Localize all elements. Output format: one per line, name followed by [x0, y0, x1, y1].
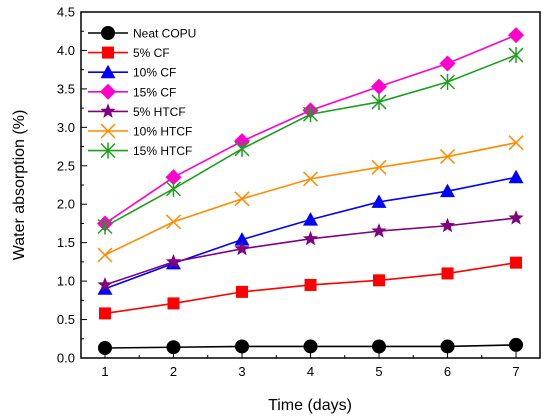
legend-item: 10% CF: [88, 64, 176, 80]
x-tick-label: 3: [238, 364, 245, 379]
data-point: [508, 169, 524, 184]
data-point: [373, 274, 386, 287]
data-point: [371, 93, 387, 110]
data-point: [234, 240, 250, 256]
y-tick-label: 2.5: [57, 158, 75, 173]
legend-item: Neat COPU: [88, 26, 196, 41]
y-axis: 0.0 0.5 1.0 1.5 2.0 2.5 3.0 3.5 4.0 4.5: [57, 5, 87, 366]
data-point: [439, 217, 456, 233]
x-tick-label: 7: [512, 364, 519, 379]
legend: Neat COPU 5% CF 10% CF 15% CF 5% HTCF 10% HTC…: [88, 26, 196, 159]
legend-label: 5% HTCF: [133, 105, 186, 119]
data-point: [439, 55, 456, 72]
y-tick-label: 1.5: [57, 235, 75, 250]
legend-marker: [100, 83, 116, 100]
x-tick-label: 6: [444, 364, 451, 379]
legend-label: 15% HTCF: [133, 144, 192, 158]
data-point: [98, 307, 111, 320]
data-point: [165, 214, 182, 230]
legend-marker: [100, 123, 116, 139]
legend-marker: [100, 64, 116, 79]
data-point: [234, 339, 249, 354]
data-point: [302, 106, 319, 123]
y-tick-label: 4.0: [57, 43, 75, 58]
x-tick-label: 2: [170, 364, 177, 379]
data-point: [165, 253, 182, 269]
legend-item: 5% HTCF: [88, 103, 186, 119]
data-point: [234, 191, 250, 207]
data-point: [371, 159, 387, 175]
legend-marker: [101, 26, 115, 40]
data-point: [234, 140, 250, 157]
data-point: [302, 230, 319, 246]
data-point: [165, 180, 182, 197]
x-axis-title: Time (days): [268, 397, 352, 414]
data-point: [439, 149, 456, 165]
data-point: [234, 232, 250, 246]
legend-marker: [102, 46, 114, 59]
y-tick-label: 0.5: [57, 312, 75, 327]
data-point: [302, 171, 319, 187]
y-tick-label: 4.5: [57, 5, 75, 20]
data-point: [439, 73, 456, 90]
data-point: [371, 78, 388, 95]
legend-marker: [100, 142, 116, 159]
legend-item: 15% HTCF: [88, 142, 192, 159]
y-tick-label: 0.0: [57, 351, 75, 366]
legend-item: 5% CF: [88, 46, 170, 60]
data-point: [440, 183, 456, 198]
y-tick-label: 1.0: [57, 274, 75, 289]
legend-label: 15% CF: [133, 85, 176, 99]
data-point: [440, 339, 455, 354]
legend-label: 10% CF: [133, 66, 176, 80]
data-point: [508, 135, 524, 151]
plot-frame: [80, 11, 541, 359]
data-point: [167, 297, 180, 310]
data-point: [165, 169, 182, 186]
data-point: [166, 340, 181, 355]
data-point: [508, 47, 524, 64]
legend-item: 10% HTCF: [88, 123, 192, 139]
data-point: [508, 27, 525, 44]
legend-item: 15% CF: [88, 83, 176, 100]
data-point: [303, 339, 318, 354]
legend-label: Neat COPU: [133, 27, 196, 41]
data-point: [303, 212, 318, 226]
legend-marker: [100, 103, 116, 118]
x-tick-label: 1: [101, 364, 108, 379]
data-point: [97, 341, 112, 356]
data-point: [371, 223, 387, 238]
y-tick-label: 3.0: [57, 120, 75, 135]
legend-label: 5% CF: [133, 46, 170, 60]
data-point: [372, 339, 387, 354]
legend-label: 10% HTCF: [133, 125, 192, 139]
y-tick-label: 3.5: [57, 81, 75, 96]
x-tick-label: 4: [307, 364, 314, 379]
data-point: [441, 267, 454, 280]
data-point: [509, 337, 524, 352]
data-point: [508, 210, 524, 225]
y-axis-title: Water absorption (%): [11, 110, 28, 261]
x-tick-label: 5: [375, 364, 382, 379]
data-point: [235, 285, 248, 298]
y-tick-label: 2.0: [57, 197, 75, 212]
data-point: [510, 256, 523, 269]
data-point: [304, 278, 317, 291]
data-point: [97, 247, 113, 263]
data-point: [97, 218, 113, 235]
series-markers: [96, 27, 525, 356]
data-point: [371, 194, 387, 208]
data-point: [97, 276, 113, 292]
